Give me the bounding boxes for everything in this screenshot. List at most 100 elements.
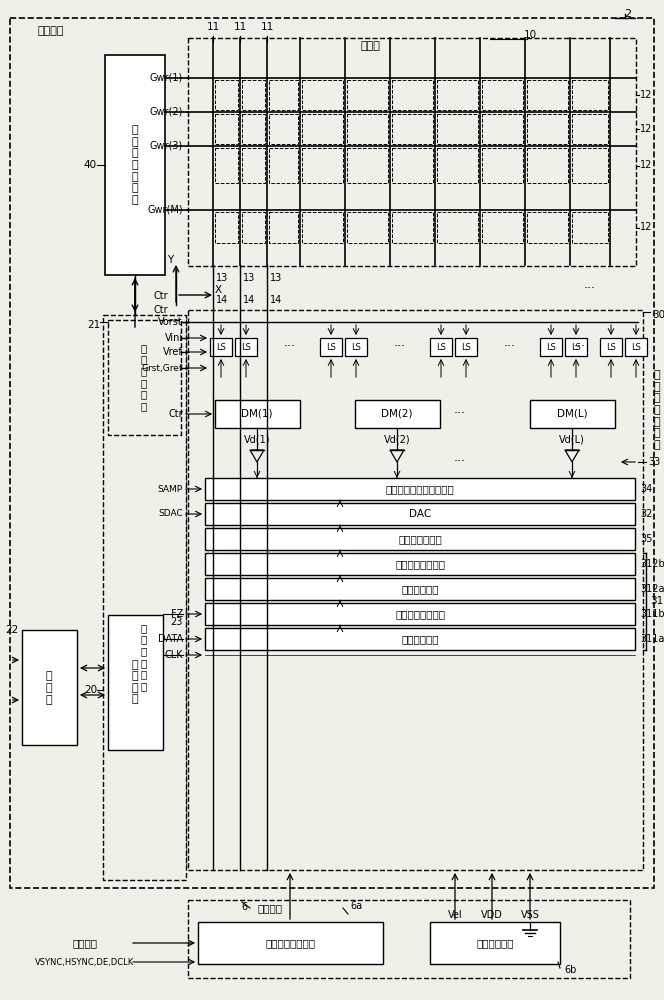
Bar (269, 212, 298, 243)
Text: 6b: 6b (564, 965, 576, 975)
Text: 12: 12 (640, 90, 652, 100)
Text: 11: 11 (207, 22, 220, 32)
Bar (205, 578, 635, 600)
Bar (235, 338, 257, 356)
Text: VSYNC,HSYNC,DE,DCLK: VSYNC,HSYNC,DE,DCLK (35, 958, 135, 966)
Bar (572, 114, 608, 144)
Bar (188, 900, 630, 978)
Bar (347, 114, 388, 144)
Bar (437, 212, 478, 243)
Text: 13: 13 (270, 273, 282, 283)
Bar (392, 212, 433, 243)
Text: LS: LS (241, 342, 251, 352)
Text: 21: 21 (87, 320, 100, 330)
Text: ···: ··· (394, 340, 406, 354)
Text: Ctr: Ctr (153, 291, 167, 301)
Text: 13: 13 (243, 273, 255, 283)
Bar (482, 148, 523, 183)
Text: Vd(1): Vd(1) (244, 435, 270, 445)
Text: 33: 33 (648, 457, 660, 467)
Bar (572, 148, 608, 183)
Bar (242, 114, 265, 144)
Bar (430, 922, 560, 964)
Text: 解
析
电
路: 解 析 电 路 (131, 660, 138, 704)
Text: VSS: VSS (521, 910, 539, 920)
Text: LS: LS (631, 342, 641, 352)
Text: 图像数据: 图像数据 (72, 938, 98, 948)
Text: 13: 13 (216, 273, 228, 283)
Text: ...: ... (584, 278, 596, 292)
Bar (347, 80, 388, 110)
Text: LS: LS (546, 342, 556, 352)
Text: VDD: VDD (481, 910, 503, 920)
Text: 图像数据用控制器: 图像数据用控制器 (265, 938, 315, 948)
Bar (572, 212, 608, 243)
Bar (482, 114, 523, 144)
Bar (205, 628, 635, 650)
Text: Ctr: Ctr (153, 305, 167, 315)
Text: 34: 34 (640, 484, 652, 494)
Text: 零数据检测电路: 零数据检测电路 (398, 534, 442, 544)
Bar (188, 38, 636, 266)
Bar (437, 80, 478, 110)
Text: LS: LS (326, 342, 336, 352)
Bar (565, 338, 587, 356)
Text: 判定标志锁存电路: 判定标志锁存电路 (395, 559, 445, 569)
Bar (482, 80, 523, 110)
Text: Gwr(2): Gwr(2) (149, 107, 183, 117)
Text: Y: Y (167, 255, 173, 265)
Bar (188, 310, 643, 870)
Bar (392, 114, 433, 144)
Bar (269, 114, 298, 144)
Bar (215, 212, 238, 243)
Bar (198, 922, 383, 964)
Bar (320, 338, 342, 356)
Text: 判定标志锁存电路: 判定标志锁存电路 (395, 609, 445, 619)
Text: 显示部: 显示部 (360, 41, 380, 51)
Bar (103, 315, 186, 880)
Text: Vel: Vel (448, 910, 462, 920)
Text: LS: LS (461, 342, 471, 352)
Text: 14: 14 (216, 295, 228, 305)
Text: X: X (214, 285, 222, 295)
Bar (205, 478, 635, 500)
Text: 312a: 312a (640, 584, 664, 594)
Bar (527, 148, 568, 183)
Text: 显示面板: 显示面板 (38, 26, 64, 36)
Text: Gwr(1): Gwr(1) (150, 73, 183, 83)
Bar (527, 114, 568, 144)
Text: Grst,Gref: Grst,Gref (142, 363, 183, 372)
Bar (215, 148, 238, 183)
Text: 显
示
控
制
电
路: 显 示 控 制 电 路 (141, 623, 147, 691)
Bar (347, 212, 388, 243)
Bar (392, 148, 433, 183)
Text: Vorst: Vorst (158, 317, 183, 327)
Text: 数
据
线
驱
动
电
路: 数 据 线 驱 动 电 路 (654, 370, 661, 450)
Text: Ctr: Ctr (169, 409, 183, 419)
Text: DM(2): DM(2) (381, 409, 413, 419)
Bar (242, 148, 265, 183)
Text: 11: 11 (233, 22, 246, 32)
Text: LS: LS (436, 342, 446, 352)
Text: CLK: CLK (165, 650, 183, 660)
Text: 11: 11 (260, 22, 274, 32)
Text: 12: 12 (640, 124, 652, 134)
Text: LS: LS (606, 342, 616, 352)
Text: 数据锁存电路: 数据锁存电路 (401, 584, 439, 594)
Bar (242, 80, 265, 110)
Text: ···: ··· (454, 456, 466, 468)
Text: 10: 10 (523, 30, 537, 40)
Text: ···: ··· (454, 408, 466, 420)
Text: Vd(2): Vd(2) (384, 435, 410, 445)
Text: 312b: 312b (640, 559, 664, 569)
Bar (108, 320, 181, 435)
Text: 31: 31 (650, 596, 663, 606)
Text: 311b: 311b (640, 609, 664, 619)
Bar (105, 55, 165, 275)
Text: ···: ··· (284, 340, 296, 354)
Text: 电压生成电路: 电压生成电路 (476, 938, 514, 948)
Bar (205, 553, 635, 575)
Bar (527, 80, 568, 110)
Bar (302, 80, 343, 110)
Text: 22: 22 (5, 625, 18, 635)
